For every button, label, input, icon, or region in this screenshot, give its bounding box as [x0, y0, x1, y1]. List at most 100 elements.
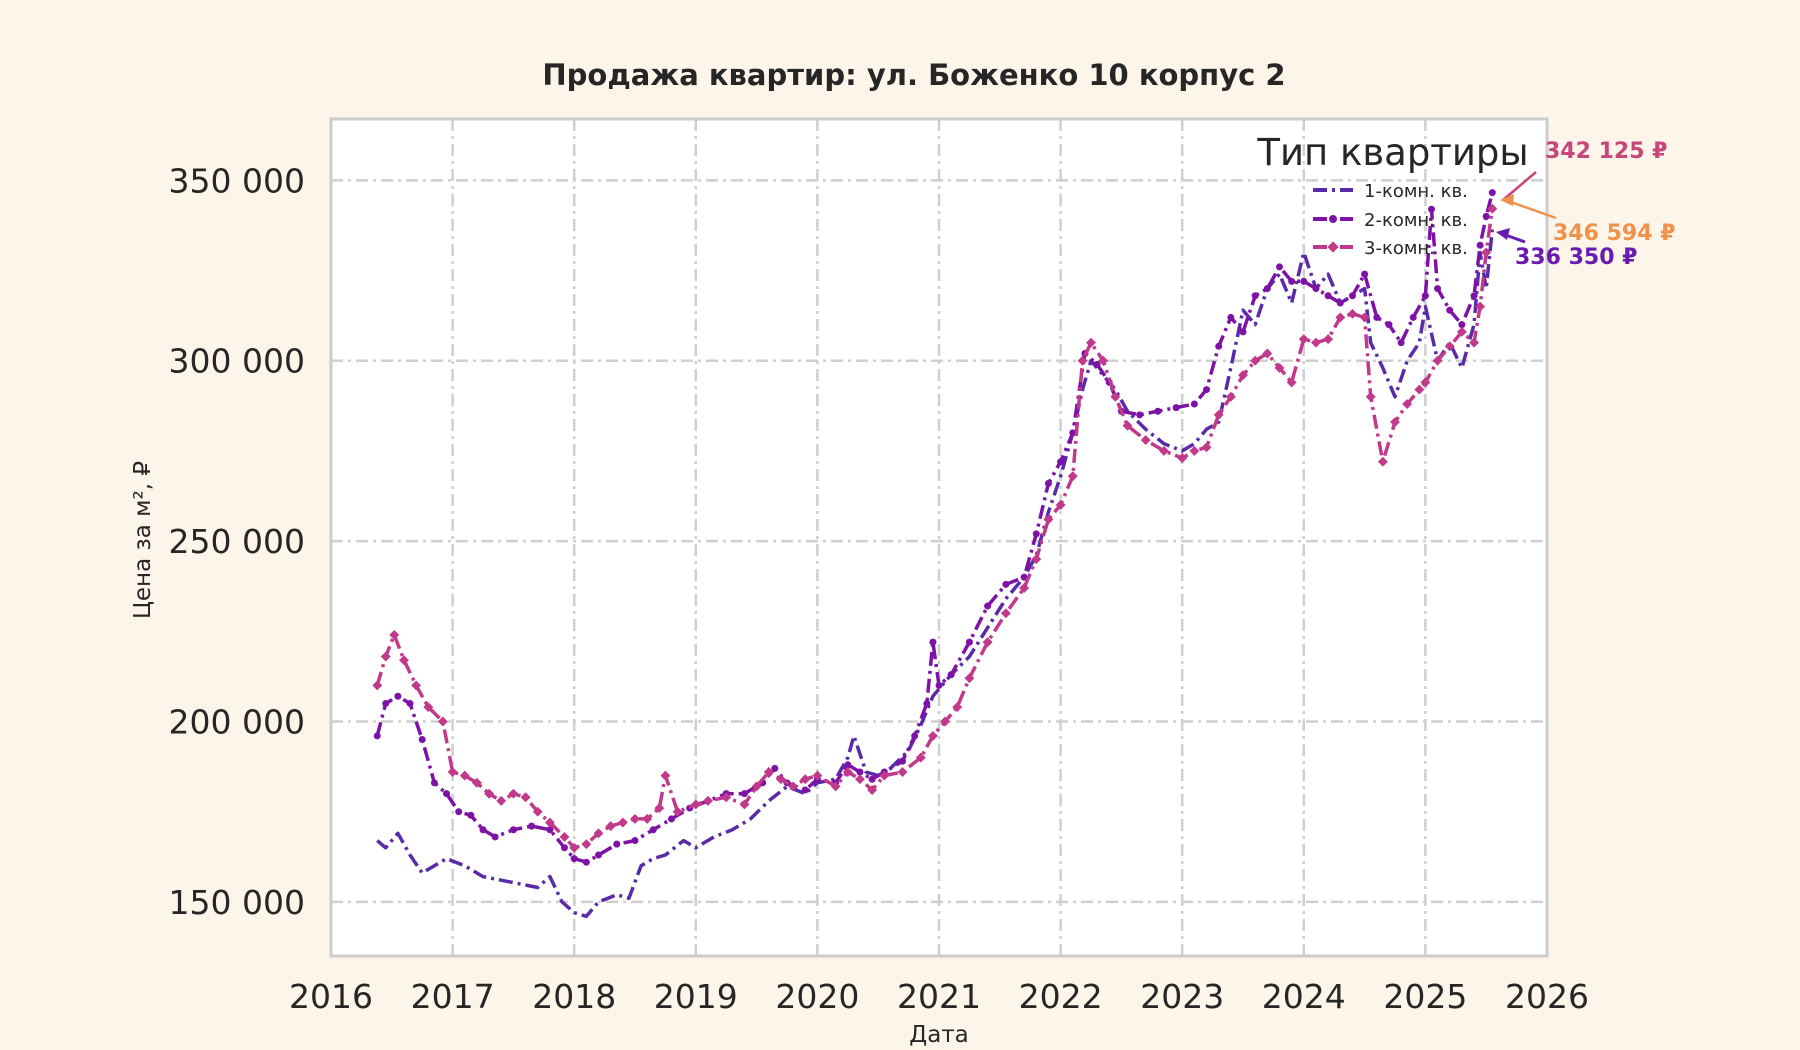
data-point [1434, 285, 1442, 293]
data-point [940, 716, 951, 727]
data-point [844, 761, 852, 769]
data-point [1377, 456, 1388, 467]
data-point [617, 817, 628, 828]
data-point [437, 716, 448, 727]
data-point [1427, 205, 1435, 213]
data-point [1324, 292, 1332, 300]
data-point [1311, 337, 1321, 348]
data-point [459, 770, 470, 781]
data-point [496, 795, 507, 806]
data-point [570, 855, 578, 863]
data-point [965, 638, 973, 646]
data-point [1365, 391, 1376, 402]
data-point [1420, 377, 1431, 388]
data-point [520, 792, 531, 803]
data-point [1043, 514, 1054, 525]
data-point [389, 629, 400, 640]
y-tick-label: 200 000 [169, 702, 305, 741]
data-point [1402, 399, 1413, 409]
data-point [595, 851, 603, 859]
data-point [443, 790, 451, 798]
annotation-label-1: 342 125 ₽ [1545, 139, 1667, 164]
data-point [927, 730, 938, 741]
data-point [672, 806, 683, 817]
y-tick-label: 250 000 [169, 522, 305, 561]
data-point [1093, 360, 1101, 368]
data-point [1201, 442, 1212, 453]
data-point [1482, 212, 1490, 220]
data-point [812, 770, 823, 781]
data-point [775, 774, 786, 785]
data-point [1077, 355, 1088, 366]
data-point [788, 781, 799, 792]
data-point [964, 673, 975, 684]
data-point [763, 767, 774, 777]
data-point [1359, 312, 1370, 323]
annotation-label-3: 336 350 ₽ [1515, 245, 1637, 270]
data-point [929, 638, 937, 646]
data-point [984, 602, 992, 610]
annotation-arrowhead-2 [1500, 194, 1514, 206]
data-point [1177, 453, 1188, 464]
data-point [1190, 400, 1198, 408]
data-point [1300, 277, 1308, 285]
data-point [467, 811, 475, 819]
data-point [1288, 277, 1296, 285]
data-point [923, 699, 931, 707]
data-point [1203, 386, 1211, 394]
annotations: 342 125 ₽ 346 594 ₽ 336 350 ₽ [1496, 139, 1675, 270]
data-point [800, 774, 811, 785]
series-layer [372, 189, 1498, 919]
data-point [1481, 247, 1492, 258]
data-point [1263, 285, 1271, 293]
data-point [751, 781, 762, 792]
data-point [1154, 407, 1162, 415]
x-tick-label: 2016 [289, 977, 373, 1016]
legend-entry-3: 3-комн. кв. [1313, 238, 1468, 259]
data-point [1487, 203, 1498, 214]
data-point [982, 637, 993, 648]
data-point [1274, 362, 1285, 373]
data-point [1397, 339, 1405, 347]
data-point [1348, 292, 1356, 300]
data-point [479, 826, 487, 834]
data-point [1446, 306, 1454, 314]
legend-entry-2: 2-комн. кв. [1313, 210, 1468, 231]
x-tick-label: 2020 [775, 977, 859, 1016]
annotation-label-2: 346 594 ₽ [1553, 221, 1675, 246]
x-tick-label: 2024 [1262, 977, 1346, 1016]
data-point [1456, 326, 1467, 337]
grid [331, 119, 1547, 956]
data-point [947, 671, 955, 679]
data-point [593, 828, 604, 839]
data-point [1122, 420, 1133, 431]
data-point [1238, 370, 1248, 381]
data-point [1227, 313, 1235, 321]
data-point [560, 844, 568, 852]
data-point [455, 808, 463, 816]
data-point [1469, 337, 1479, 348]
data-point [559, 831, 570, 842]
legend: Тип квартиры 1-комн. кв. 2-комн. кв. 3-к… [1256, 131, 1528, 259]
data-point [1215, 342, 1223, 350]
legend-marker-3 [1327, 241, 1339, 253]
data-point [1002, 580, 1010, 588]
y-tick-label: 150 000 [169, 883, 305, 922]
data-point [569, 842, 580, 853]
data-point [430, 779, 438, 787]
x-axis-label: Дата [909, 1022, 969, 1048]
data-point [1136, 411, 1144, 419]
data-point [471, 777, 482, 788]
data-point [1110, 391, 1121, 402]
data-point [899, 757, 907, 765]
data-point [1225, 391, 1236, 402]
data-point [544, 817, 555, 828]
data-point [739, 799, 750, 810]
data-point [1390, 417, 1400, 428]
data-point [1458, 321, 1466, 329]
annotation-arrow-2 [1504, 198, 1557, 220]
data-point [1470, 292, 1478, 300]
data-point [1069, 429, 1077, 437]
data-point [740, 790, 748, 798]
x-tick-label: 2017 [411, 977, 495, 1016]
